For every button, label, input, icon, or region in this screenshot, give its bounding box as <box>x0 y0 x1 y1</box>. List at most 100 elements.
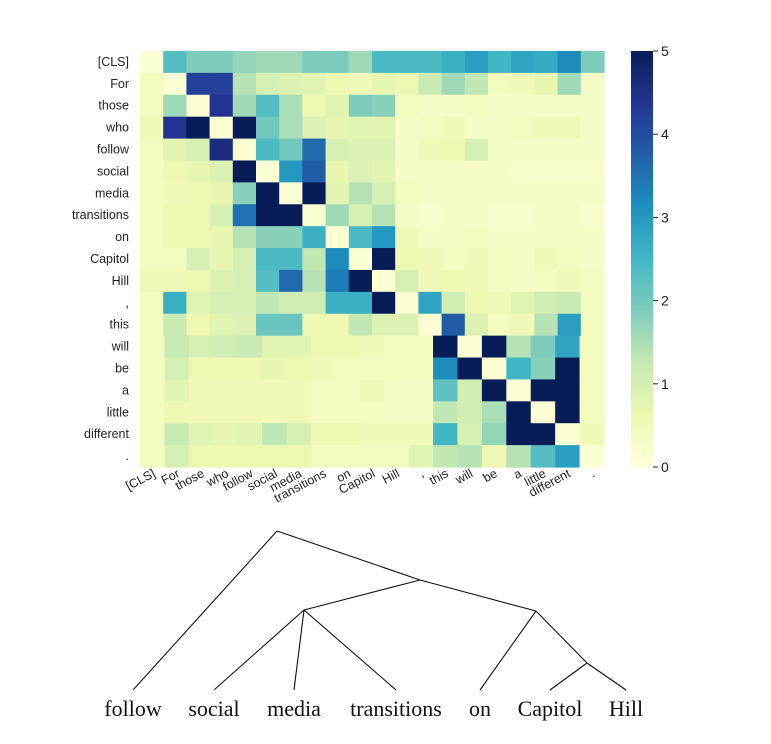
heatmap-cell <box>256 182 280 205</box>
heatmap-cell <box>232 160 257 183</box>
heatmap-cell <box>580 72 605 96</box>
heatmap-cell <box>279 291 303 315</box>
heatmap-cell <box>464 51 489 74</box>
heatmap-cell <box>163 94 187 118</box>
heatmap-cell <box>348 182 373 205</box>
heatmap-cell <box>164 401 190 424</box>
heatmap-cell <box>232 138 257 162</box>
x-tick-label: on <box>334 466 353 485</box>
heatmap-cell <box>441 204 466 227</box>
heatmap-cell <box>408 335 434 359</box>
x-tick-label: . <box>588 466 598 480</box>
heatmap-cell <box>286 401 312 424</box>
heatmap-cell <box>348 204 373 227</box>
heatmap-cell <box>488 313 512 337</box>
heatmap-cell <box>164 423 190 446</box>
heatmap-cell <box>140 226 164 249</box>
heatmap-cell <box>534 160 559 183</box>
heatmap-cell <box>372 160 396 183</box>
heatmap-cell <box>418 226 443 249</box>
tree-branch <box>549 662 588 691</box>
tree-branch <box>132 530 278 691</box>
heatmap-cell <box>534 226 559 249</box>
heatmap-cell <box>488 160 512 183</box>
y-tick-label: social <box>97 164 129 178</box>
heatmap-cell <box>384 335 410 359</box>
heatmap-cell <box>279 160 303 183</box>
heatmap-cell <box>188 335 214 359</box>
heatmap-cell <box>325 269 350 293</box>
heatmap-cell <box>302 269 327 293</box>
heatmap-cell <box>140 248 164 271</box>
heatmap-cell <box>302 160 327 183</box>
heatmap-cell <box>163 269 187 293</box>
heatmap-cell <box>286 445 312 468</box>
colorbar-tick-label: 0 <box>661 459 669 475</box>
heatmap-cell <box>209 51 234 74</box>
heatmap-cell <box>262 335 288 359</box>
heatmap-cell <box>481 401 507 424</box>
tree-branch <box>303 609 397 691</box>
heatmap-cell <box>213 357 239 381</box>
heatmap-cell <box>163 204 187 227</box>
heatmap-cell <box>534 204 559 227</box>
heatmap-cell <box>557 248 582 271</box>
heatmap-cell <box>418 160 443 183</box>
heatmap-cell <box>464 226 489 249</box>
heatmap-cell <box>209 313 234 337</box>
heatmap-cell <box>534 72 559 96</box>
heatmap-cell <box>511 160 535 183</box>
heatmap-cell <box>256 160 280 183</box>
heatmap-cell <box>232 116 257 140</box>
heatmap-cell <box>348 94 373 118</box>
heatmap-cell <box>164 335 190 359</box>
heatmap-cell <box>140 379 166 402</box>
heatmap-cell <box>186 160 211 183</box>
heatmap-cell <box>325 94 350 118</box>
heatmap-cell <box>188 423 214 446</box>
heatmap-cell <box>286 423 312 446</box>
heatmap-cell <box>279 226 303 249</box>
heatmap-cell <box>186 138 211 162</box>
x-tick-label: those <box>173 466 207 493</box>
heatmap-cell <box>395 94 419 118</box>
heatmap-cell <box>140 445 166 468</box>
heatmap-cell <box>188 357 214 381</box>
tree-branch <box>303 579 421 611</box>
heatmap-cell <box>140 116 164 140</box>
heatmap-cell <box>262 401 288 424</box>
colorbar-tick-label: 2 <box>661 293 669 309</box>
heatmap-cell <box>359 335 385 359</box>
heatmap-cell <box>335 379 361 402</box>
heatmap-cell <box>395 204 419 227</box>
y-tick-label: , <box>126 296 129 310</box>
heatmap-cell <box>481 445 507 468</box>
tree-leaf: transitions <box>350 696 442 721</box>
heatmap-cell <box>534 94 559 118</box>
heatmap-cell <box>256 226 280 249</box>
heatmap-cell <box>209 94 234 118</box>
y-tick-label: [CLS] <box>98 55 129 69</box>
heatmap-cell <box>232 72 257 96</box>
heatmap-cell <box>186 51 211 74</box>
y-tick-label: be <box>115 362 129 376</box>
heatmap-cell <box>384 401 410 424</box>
heatmap-cell <box>279 248 303 271</box>
heatmap-cell <box>511 291 535 315</box>
y-tick-label: . <box>126 449 129 463</box>
heatmap-cell <box>310 357 336 381</box>
heatmap-cell <box>395 116 419 140</box>
heatmap-cell <box>237 335 263 359</box>
heatmap-cell <box>302 116 327 140</box>
heatmap-cell <box>488 94 512 118</box>
heatmap-cell <box>232 313 257 337</box>
heatmap-cell <box>481 379 507 402</box>
heatmap-cell <box>464 160 489 183</box>
heatmap-cell <box>186 269 211 293</box>
heatmap-cell <box>557 94 582 118</box>
heatmap-cell <box>418 248 443 271</box>
heatmap-cell <box>580 160 605 183</box>
heatmap-cell <box>530 445 556 468</box>
heatmap-cell <box>163 291 187 315</box>
